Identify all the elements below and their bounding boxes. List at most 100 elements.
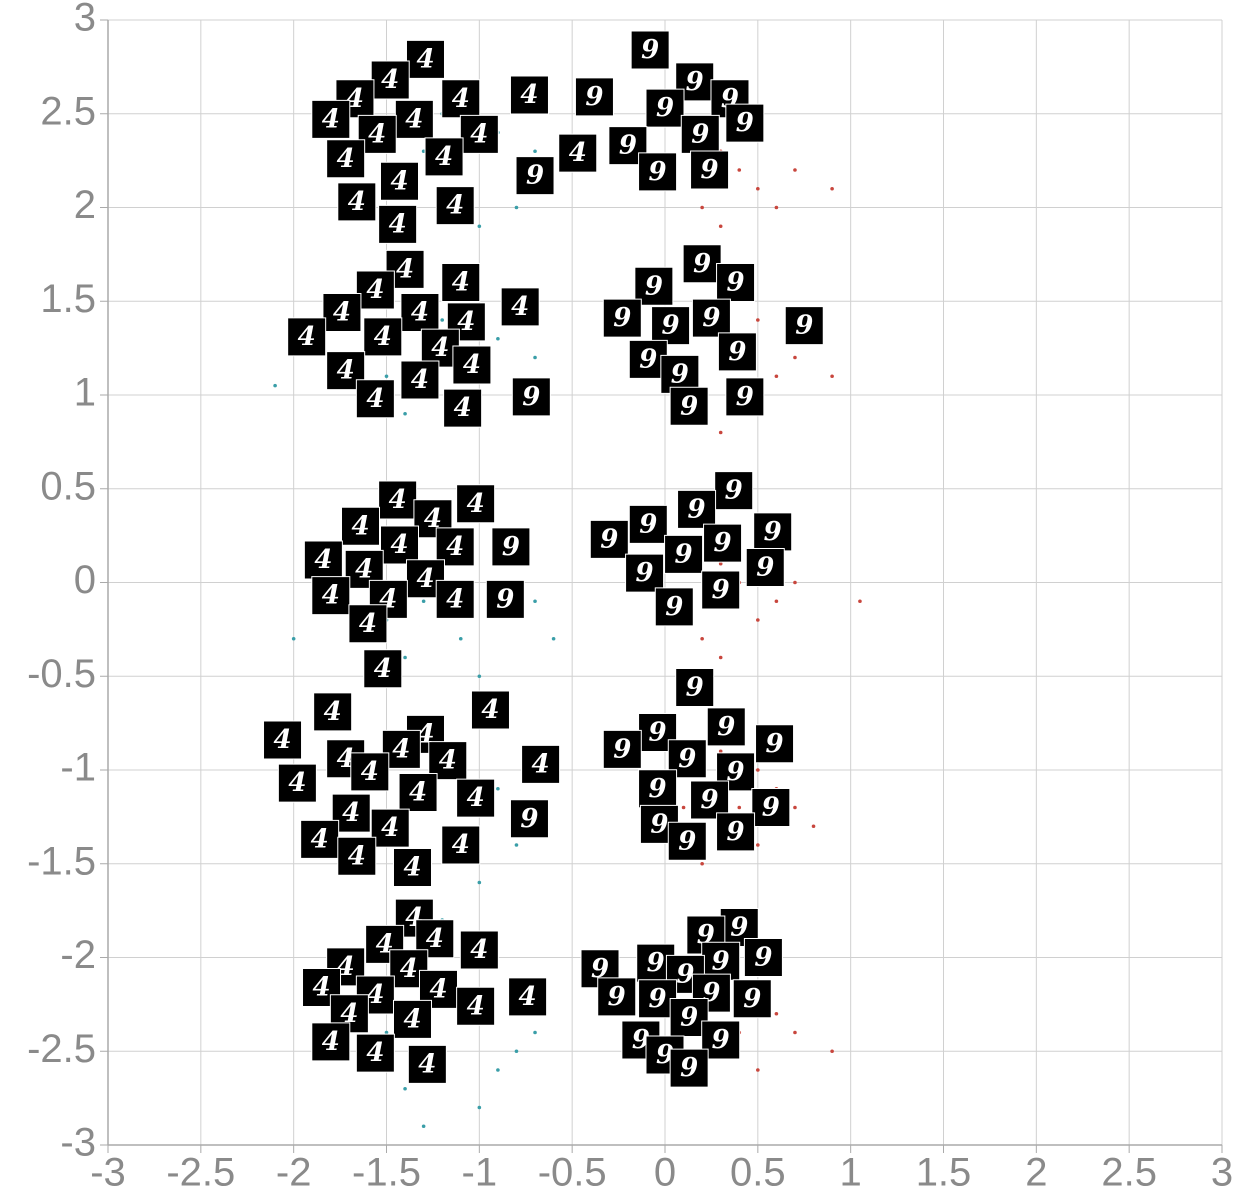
thumbnail-digit: 9 xyxy=(762,793,780,823)
thumbnail: 4 xyxy=(263,720,303,760)
x-tick-label: 2.5 xyxy=(1101,1151,1157,1195)
thumbnail: 9 xyxy=(680,114,720,154)
thumbnail-image xyxy=(456,986,496,1026)
thumbnail-digit: 4 xyxy=(467,991,485,1021)
thumbnail-digit: 4 xyxy=(405,104,423,134)
thumbnail: 9 xyxy=(706,707,746,747)
thumbnail-digit: 4 xyxy=(288,768,306,798)
thumbnail: 4 xyxy=(435,186,475,226)
thumbnail: 4 xyxy=(337,182,377,222)
thumbnail: 9 xyxy=(645,88,685,128)
thumbnail-image xyxy=(645,88,685,128)
point xyxy=(384,374,389,379)
thumbnail-digit: 4 xyxy=(355,554,373,584)
thumbnail: 9 xyxy=(667,821,707,861)
thumbnail-digit: 4 xyxy=(457,307,475,337)
thumbnail: 4 xyxy=(311,99,351,139)
thumbnail: 4 xyxy=(337,836,377,876)
thumbnail-digit: 4 xyxy=(346,84,364,114)
point xyxy=(718,224,723,229)
thumbnail-digit: 4 xyxy=(416,564,434,594)
thumbnail-digit: 9 xyxy=(671,359,689,389)
thumbnail: 4 xyxy=(509,75,549,115)
thumbnail-image xyxy=(669,386,709,426)
thumbnail-image xyxy=(500,287,540,327)
thumbnail: 9 xyxy=(691,298,731,338)
point xyxy=(774,205,779,210)
thumbnail: 9 xyxy=(701,1020,741,1060)
point xyxy=(718,749,723,754)
thumbnail-digit: 4 xyxy=(376,929,394,959)
thumbnail-digit: 9 xyxy=(712,575,730,605)
thumbnail: 9 xyxy=(511,377,551,417)
thumbnail-digit: 4 xyxy=(351,511,369,541)
thumbnail: 9 xyxy=(753,512,793,552)
thumbnail: 4 xyxy=(400,360,440,400)
thumbnail: 4 xyxy=(357,114,397,154)
y-tick-label: -1 xyxy=(60,746,96,790)
thumbnail-digit: 4 xyxy=(511,292,529,322)
thumbnail-digit: 9 xyxy=(675,539,693,569)
thumbnail-digit: 9 xyxy=(662,311,680,341)
thumbnail: 9 xyxy=(628,504,668,544)
thumbnail: 4 xyxy=(508,977,548,1017)
thumbnail-digit: 9 xyxy=(680,1053,698,1083)
point xyxy=(477,224,482,229)
x-tick-label: 1.5 xyxy=(916,1151,972,1195)
thumbnail-digit: 4 xyxy=(366,384,384,414)
thumbnail-digit: 4 xyxy=(452,268,470,298)
thumbnail-digit: 4 xyxy=(431,333,449,363)
thumbnail-image xyxy=(691,298,731,338)
thumbnail-image xyxy=(350,752,390,792)
thumbnail-digit: 9 xyxy=(701,155,719,185)
thumbnail-digit: 4 xyxy=(337,952,355,982)
thumbnail-digit: 4 xyxy=(342,798,360,828)
thumbnail-image xyxy=(378,480,418,520)
point xyxy=(700,636,704,641)
thumbnail-digit: 4 xyxy=(403,853,421,883)
point xyxy=(681,805,686,810)
thumbnail: 4 xyxy=(459,114,499,154)
point xyxy=(793,1030,797,1035)
thumbnail: 4 xyxy=(405,39,445,79)
thumbnail: 4 xyxy=(415,919,455,959)
thumbnail-digit: 4 xyxy=(381,813,399,843)
thumbnail-image xyxy=(701,570,741,610)
thumbnail-digit: 9 xyxy=(636,558,654,588)
thumbnail-digit: 4 xyxy=(396,254,414,284)
y-tick-label: 1 xyxy=(74,371,96,415)
thumbnail: 4 xyxy=(441,79,481,119)
point xyxy=(514,1049,519,1054)
thumbnail-digit: 4 xyxy=(454,393,472,423)
thumbnail-digit: 9 xyxy=(736,382,754,412)
thumbnail-image xyxy=(602,298,642,338)
point xyxy=(793,805,797,810)
thumbnail-image xyxy=(337,836,377,876)
thumbnail: 9 xyxy=(491,527,531,567)
thumbnail-digit: 4 xyxy=(314,545,332,575)
point xyxy=(496,336,500,341)
thumbnail-image xyxy=(311,576,351,616)
point xyxy=(477,1105,482,1110)
point xyxy=(700,861,704,866)
thumbnail-digit: 4 xyxy=(452,830,470,860)
thumbnail: 9 xyxy=(725,377,765,417)
thumbnail-digit: 9 xyxy=(613,303,631,333)
thumbnail-image xyxy=(441,825,481,865)
thumbnail: 9 xyxy=(690,150,730,190)
thumbnail-image xyxy=(509,799,549,839)
thumbnail: 9 xyxy=(755,724,795,764)
thumbnail-digit: 9 xyxy=(756,553,774,583)
thumbnail-digit: 9 xyxy=(585,82,603,112)
thumbnail-digit: 4 xyxy=(446,191,464,221)
thumbnail: 9 xyxy=(509,799,549,839)
thumbnail-image xyxy=(313,692,353,732)
thumbnail-digit: 9 xyxy=(730,913,748,943)
thumbnail-digit: 9 xyxy=(764,517,782,547)
thumbnail-image xyxy=(558,133,598,173)
thumbnail-image xyxy=(784,306,824,346)
thumbnail-digit: 4 xyxy=(418,1049,436,1079)
thumbnail: 4 xyxy=(558,133,598,173)
thumbnail-digit: 4 xyxy=(337,356,355,386)
